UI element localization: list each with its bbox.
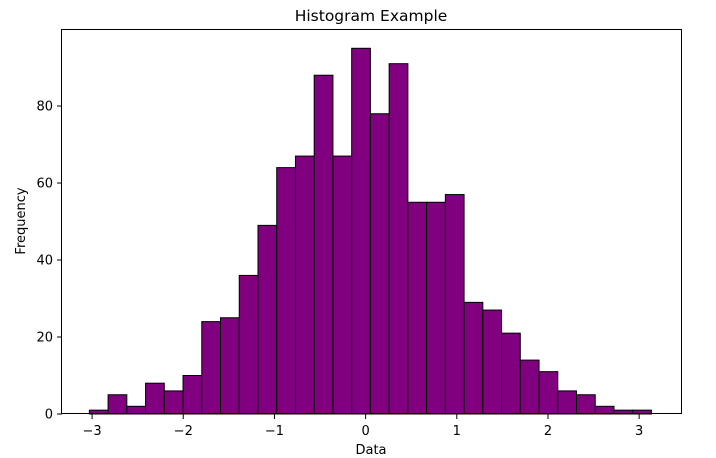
histogram-bar: [351, 47, 371, 415]
x-tick-label: −1: [265, 424, 284, 439]
x-axis-label: Data: [355, 443, 386, 458]
x-tick-label: 1: [453, 424, 461, 439]
y-tick-label: 80: [36, 100, 53, 115]
histogram-bar: [369, 113, 390, 415]
histogram-bar: [594, 405, 615, 415]
x-tick-label: 2: [544, 424, 552, 439]
histogram-bar: [145, 382, 165, 415]
chart-title: Histogram Example: [295, 7, 448, 25]
x-tick-label: 0: [361, 424, 369, 439]
histogram-bar: [501, 332, 521, 415]
histogram-bar: [107, 394, 128, 415]
histogram-bar: [444, 194, 465, 415]
histogram-bar: [407, 201, 428, 415]
y-tick-label: 40: [36, 254, 53, 269]
histogram-bar: [182, 375, 203, 415]
y-axis-label: Frequency: [14, 187, 29, 254]
histogram-bar: [332, 155, 353, 415]
histogram-bar: [388, 63, 409, 415]
y-tick-label: 20: [36, 331, 53, 346]
histogram-bar: [426, 201, 446, 415]
histogram-bar: [294, 155, 315, 415]
bars-group: [88, 47, 652, 415]
histogram-bar: [126, 405, 147, 415]
histogram-bar: [557, 390, 578, 415]
histogram-bar: [463, 301, 484, 415]
histogram-bar: [276, 167, 296, 415]
x-tick-label: −3: [83, 424, 102, 439]
histogram-bar: [201, 321, 222, 415]
histogram-bar: [482, 309, 503, 415]
histogram-bar: [313, 74, 334, 415]
x-tick-label: 3: [635, 424, 643, 439]
histogram-bar: [163, 390, 184, 415]
x-tick-label: −2: [174, 424, 193, 439]
histogram-bar: [519, 359, 540, 415]
histogram-bar: [257, 224, 278, 415]
plot-frame: [61, 29, 682, 414]
y-axis: 0 20 40 60 80: [36, 100, 62, 423]
y-tick-label: 0: [45, 408, 53, 423]
histogram-bar: [576, 394, 596, 415]
histogram-bar: [538, 371, 559, 415]
histogram-bar: [220, 317, 240, 415]
histogram-bar: [238, 274, 259, 415]
y-tick-label: 60: [36, 177, 53, 192]
x-axis: −3 −2 −1 0 1 2 3: [83, 414, 643, 439]
